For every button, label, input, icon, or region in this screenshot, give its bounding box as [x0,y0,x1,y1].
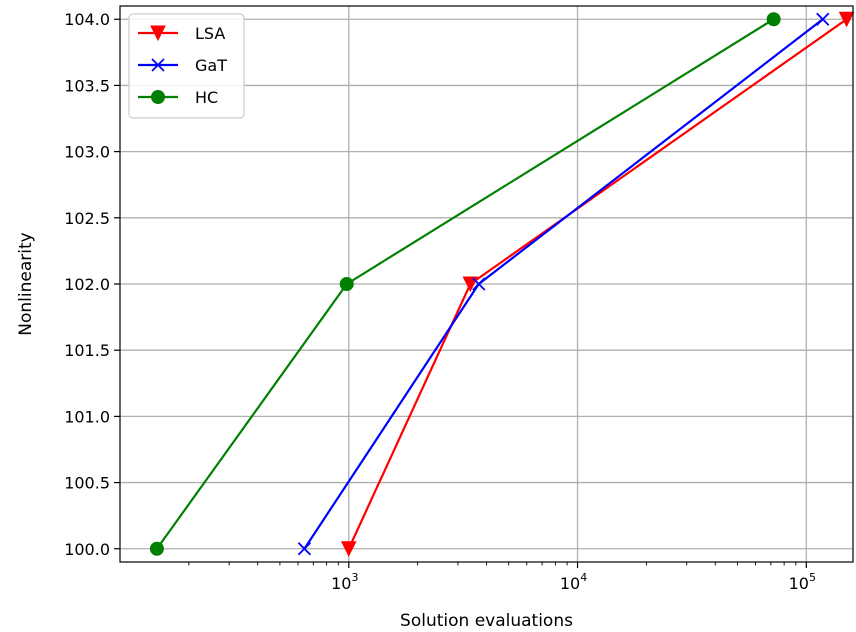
legend-entry-hc: HC [138,88,218,107]
grid [120,6,853,562]
y-tick-label: 102.5 [64,209,110,228]
y-tick-label: 101.0 [64,407,110,426]
x-tick-label: 103 [331,571,358,593]
legend-entry-lsa: LSA [138,24,225,43]
y-tick-label: 101.5 [64,341,110,360]
y-tick-label: 104.0 [64,10,110,29]
legend-entry-gat: GaT [138,56,227,75]
data-point-hc [149,541,164,556]
legend-marker-lsa [150,25,166,42]
series-layer [149,11,855,557]
data-point-hc [339,277,354,291]
y-tick-label: 103.0 [64,143,110,162]
data-point-gat [297,542,312,556]
x-tick-label: 104 [560,571,587,593]
data-point-hc [766,12,781,27]
y-tick-label: 103.5 [64,76,110,95]
data-point-gat [816,12,830,26]
y-tick-label: 100.5 [64,474,110,493]
y-tick-label: 102.0 [64,275,110,294]
x-axis-label: Solution evaluations [400,611,573,631]
data-point-lsa [462,276,479,293]
y-axis-label: Nonlinearity [16,232,36,335]
legend: LSA GaT HC [128,13,245,119]
y-tick-label: 100.0 [64,540,110,559]
legend-marker-gat [151,58,165,72]
legend-marker-hc [151,90,165,104]
axis-ticks: 100.0 100.5 101.0 101.5 102.0 102.5 103.0 103.5… [64,10,816,593]
x-tick-label: 105 [789,571,816,593]
data-point-lsa [838,11,855,28]
legend-label: LSA [195,24,225,43]
legend-label: GaT [195,56,227,75]
data-point-lsa [340,541,357,557]
data-point-gat [472,277,486,291]
legend-label: HC [195,88,218,107]
